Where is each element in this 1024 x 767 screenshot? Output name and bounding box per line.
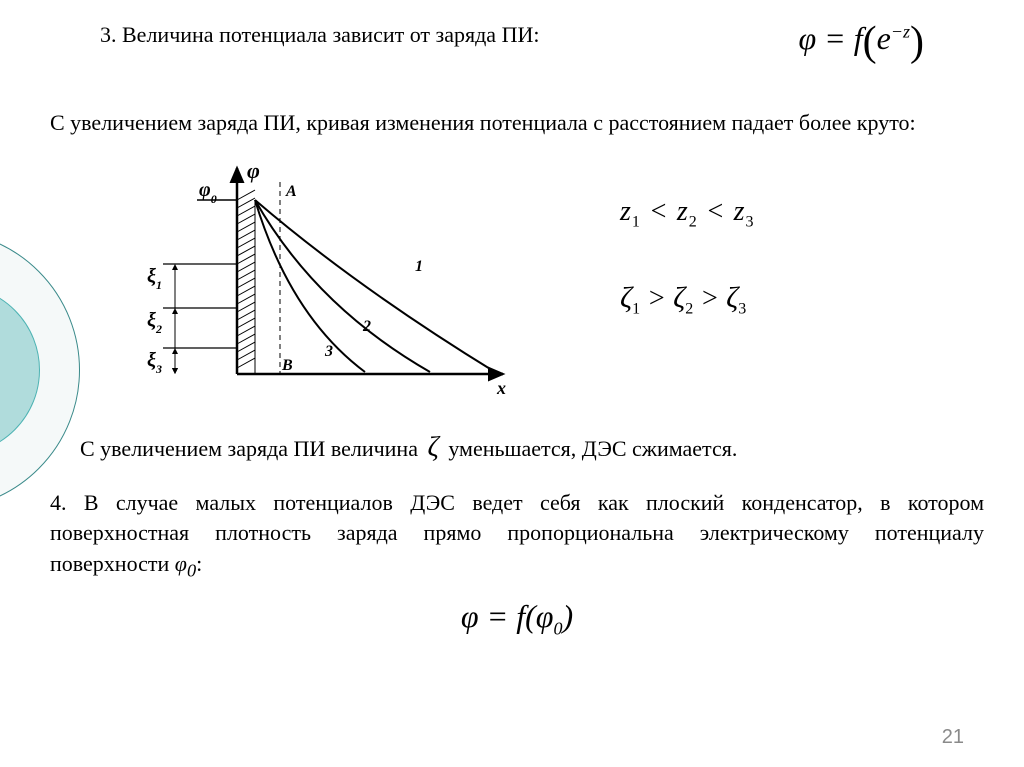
svg-text:1: 1 (415, 258, 423, 275)
side-relations: z1 < z2 < z3 ζ1 > ζ2 > ζ3 (620, 196, 755, 319)
phi-symbol: φ (798, 20, 816, 56)
point4-tail: : (196, 551, 202, 576)
conclusion-post: уменьшается, ДЭС сжимается. (443, 436, 738, 461)
svg-text:x: x (496, 378, 506, 398)
svg-text:3: 3 (324, 343, 333, 360)
svg-text:B: B (281, 357, 293, 374)
svg-text:φ: φ (247, 158, 260, 183)
f-symbol: f (854, 20, 863, 56)
chart-zone: φ x φ0 A B 1 2 3 ξ1 ξ2 ξ3 z1 < z2 < z3 ζ1 > ζ2 > ζ… (50, 156, 984, 426)
z-inequality: z1 < z2 < z3 (620, 196, 755, 232)
equals: = (816, 20, 854, 56)
close-paren: ) (910, 19, 924, 65)
zeta-inequality: ζ1 > ζ2 > ζ3 (620, 281, 755, 319)
page-number: 21 (942, 726, 964, 749)
open-paren: ( (863, 19, 877, 65)
conclusion-line: С увеличением заряда ПИ величина ζ умень… (80, 432, 984, 464)
formula-phi-exp: φ = f(e−z) (798, 18, 924, 66)
exp-pow: −z (891, 21, 910, 41)
svg-text:2: 2 (362, 318, 371, 335)
potential-chart: φ x φ0 A B 1 2 3 ξ1 ξ2 ξ3 (145, 156, 515, 416)
exp-base: e (877, 20, 891, 56)
svg-text:φ0: φ0 (199, 179, 217, 206)
point4-text: 4. В случае малых потенциалов ДЭС ведет … (50, 488, 984, 585)
zeta-inline-symbol: ζ (423, 432, 442, 463)
slide-content: 3. Величина потенциала зависит от заряда… (50, 22, 984, 640)
phi0-symbol: φ0 (175, 551, 196, 576)
svg-text:ξ3: ξ3 (147, 349, 162, 376)
conclusion-pre: С увеличением заряда ПИ величина (80, 436, 423, 461)
svg-text:ξ2: ξ2 (147, 309, 162, 336)
svg-text:ξ1: ξ1 (147, 265, 162, 292)
point3-description: С увеличением заряда ПИ, кривая изменени… (50, 108, 984, 138)
svg-text:A: A (285, 183, 297, 200)
formula-phi-phi0: φ = f(φ0) (50, 598, 984, 639)
